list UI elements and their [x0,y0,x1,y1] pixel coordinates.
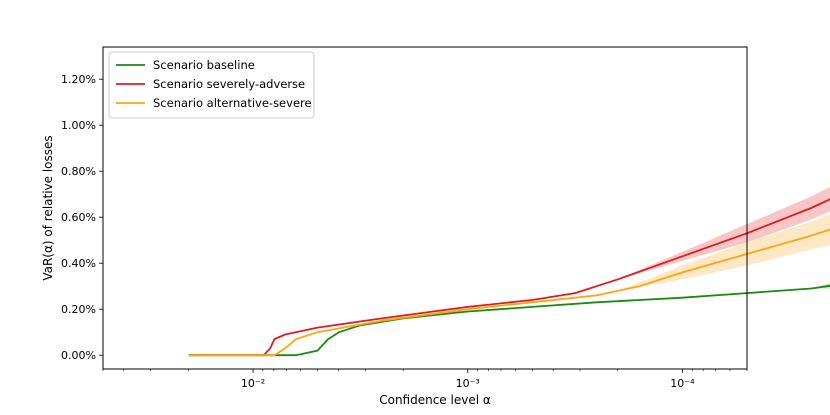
y-tick-label: 0.20% [61,303,96,316]
y-axis-ticks: 0.00% 0.20% 0.40% 0.60% 0.80% 1.00% 1.20% [61,73,103,362]
x-tick-label: 10⁻² [241,377,265,390]
plot-frame [102,46,748,370]
legend-label: Scenario baseline [153,58,255,72]
series-lines [188,198,830,357]
y-tick-label: 1.20% [61,73,96,86]
legend-box [108,51,315,119]
y-tick-label: 0.00% [61,349,96,362]
y-axis-label: VaR(α) of relative losses [41,135,55,280]
series-line [188,198,830,357]
confidence-band [618,214,830,291]
y-tick-label: 1.00% [61,119,96,132]
x-tick-label: 10⁻³ [456,377,480,390]
y-tick-label: 0.40% [61,257,96,270]
confidence-bands [618,187,830,298]
x-tick-label: 10⁻⁴ [670,377,695,390]
series-line [188,228,830,357]
y-tick-label: 0.60% [61,211,96,224]
legend: Scenario baseline Scenario severely-adver… [108,51,315,119]
series-line [188,284,830,357]
legend-label: Scenario alternative-severe [153,96,312,110]
x-axis-ticks: 10⁻² 10⁻³ 10⁻⁴ [102,369,748,390]
x-axis-label: Confidence level α [379,393,491,407]
y-tick-label: 0.80% [61,165,96,178]
legend-label: Scenario severely-adverse [153,77,305,91]
